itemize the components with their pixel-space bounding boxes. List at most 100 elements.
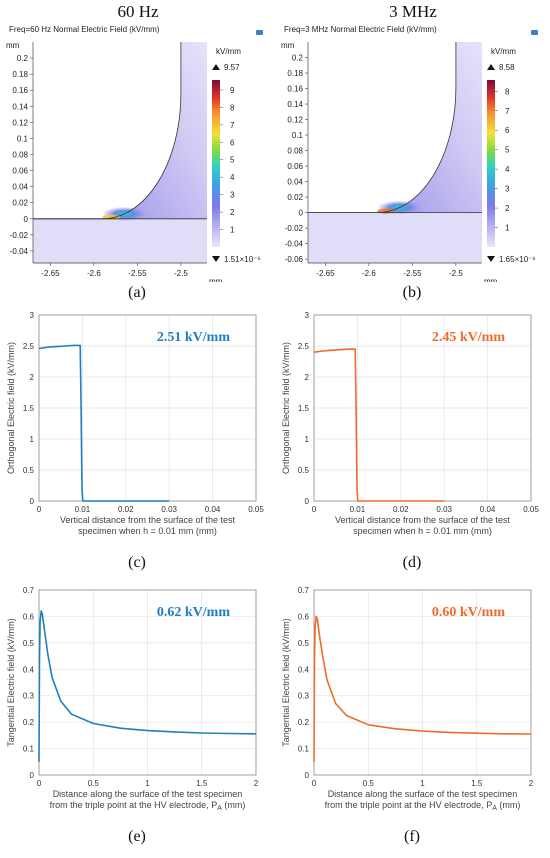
colorbar-tick-label: 6 [505,126,510,135]
x-tick-label: -2.55 [128,269,147,278]
x-tick-label: 0.5 [363,779,375,788]
dielectric-region [102,42,207,219]
colorbar [487,80,495,247]
y-tick-label: 0.12 [12,118,28,127]
x-tick-label: 1.5 [471,779,483,788]
y-tick-label: 0.1 [23,745,35,754]
y-tick-label: 0.16 [287,85,303,94]
y-tick-label: 0.2 [17,54,29,63]
y-tick-label: 0.4 [298,665,310,674]
x-axis-label: Distance along the surface of the test s… [328,789,518,799]
sublabel-c: (c) [128,554,146,571]
y-tick-label: 0 [24,215,29,224]
electrode-outline [33,42,182,220]
colorbar-unit: kV/mm [216,47,241,56]
colorbar-tick-label: 8 [505,87,510,96]
y-tick-label: 0.6 [23,612,35,621]
specimen-region [308,212,482,263]
y-tick-label: 1.5 [23,404,35,413]
y-tick-label: -0.02 [10,231,29,240]
y-axis-label: Orthogonal Electric field (kV/mm) [281,342,291,474]
y-tick-label: 0 [299,209,304,218]
colorbar-max-label: 8.58 [499,63,515,72]
y-tick-label: 0 [30,497,35,506]
camera-icon [256,30,263,35]
y-tick-label: -0.04 [285,240,304,249]
x-axis-label: Vertical distance from the surface of th… [60,515,236,525]
x-tick-label: 2 [529,779,534,788]
colorbar-tick-label: 4 [505,165,510,174]
colorbar-tick-label: 3 [230,191,235,200]
y-tick-label: 0.2 [298,718,310,727]
colorbar-tick-label: 7 [230,121,235,130]
colorbar-tick-label: 7 [505,107,510,116]
min-marker-icon [212,256,220,262]
x-axis-label-part: A [492,805,497,812]
x-tick-label: 0.05 [248,505,264,514]
y-tick-label: 0.3 [23,692,35,701]
colorbar [212,80,220,247]
colorbar-tick-label: 4 [230,173,235,182]
series-line [38,610,257,762]
tangential-field-chart-3mhz: 0 0.5 1 1.5 2 0 0.1 0.2 0.3 0.4 0.5 0.6 0.7 0.60 kV/m… [281,586,534,812]
y-tick-label: 1 [305,435,310,444]
x-tick-label: 0.5 [88,779,100,788]
y-tick-label: 0.3 [298,692,310,701]
min-marker-icon [487,256,495,262]
y-tick-label: 0.1 [292,131,304,140]
x-axis-label: Vertical distance from the surface of th… [335,515,511,525]
electrode-outline [308,42,457,213]
max-marker-icon [487,64,495,70]
field-map-60hz: Freq=60 Hz Normal Electric Field (kV/mm)… [6,25,263,282]
y-tick-label: 0.06 [287,162,303,171]
y-tick-label: 3 [30,311,35,320]
x-tick-label: 0.03 [436,505,452,514]
sublabel-b: (b) [402,284,422,301]
y-tick-label: 0.02 [12,199,28,208]
x-axis-label: Distance along the surface of the test s… [53,789,243,799]
y-tick-label: 0.14 [287,100,303,109]
sublabel-f: (f) [404,828,420,845]
orthogonal-field-chart-3mhz: 0 0.01 0.02 0.03 0.04 0.05 0 0.5 1 1.5 2 2.5 3 2.45 k… [281,311,539,536]
y-tick-label: 0.7 [23,586,35,595]
sublabel-d: (d) [402,554,422,571]
x-axis-label-part: specimen when h = 0.01 mm (mm) [78,526,217,536]
dielectric-region [377,42,482,213]
x-axis-label-part: Distance along the surface of the test s… [53,789,243,799]
x-tick-label: 1 [420,779,425,788]
tangential-field-chart-60hz: 0 0.5 1 1.5 2 0 0.1 0.2 0.3 0.4 0.5 0.6 0.7 0.62 kV/m… [6,586,259,812]
x-axis-label-part: from the triple point at the HV electrod… [325,800,493,810]
y-unit-label: mm [6,41,20,50]
field-map-title: Freq=3 MHz Normal Electric Field (kV/mm) [284,25,437,34]
y-tick-label: -0.06 [285,255,304,264]
x-tick-label: 0.02 [393,505,409,514]
x-tick-label: 0.02 [118,505,134,514]
orthogonal-field-chart-60hz: 0 0.01 0.02 0.03 0.04 0.05 0 0.5 1 1.5 2 2.5 3 2.51 k… [6,311,264,536]
colorbar-tick-label: 3 [505,185,510,194]
colorbar-max-label: 9.57 [224,63,240,72]
y-tick-label: 0.04 [12,183,28,192]
x-tick-label: -2.65 [316,269,335,278]
y-tick-label: 3 [305,311,310,320]
x-axis-label-part: A [217,805,222,812]
x-axis-label-part: specimen when h = 0.01 mm (mm) [353,526,492,536]
x-tick-label: 0.04 [480,505,496,514]
colorbar-tick-label: 2 [505,204,510,213]
y-tick-label: 2.5 [298,342,310,351]
specimen-region [33,218,207,263]
y-axis-label: Tangential Electric field (kV/mm) [281,618,291,747]
y-tick-label: 0.08 [12,151,28,160]
y-tick-label: 0.2 [23,718,35,727]
column-title-60hz: 60 Hz [117,2,159,21]
x-axis-label: specimen when h = 0.01 mm (mm) [353,526,492,536]
x-tick-label: 0.05 [523,505,539,514]
y-tick-label: 0.4 [23,665,35,674]
colorbar-tick-label: 8 [230,103,235,112]
x-unit-label: mm [484,277,498,282]
peak-annotation: 2.45 kV/mm [432,330,505,345]
colorbar-tick-label: 6 [230,138,235,147]
peak-annotation: 2.51 kV/mm [157,330,230,345]
x-axis-label-part: from the triple point at the HV electrod… [50,800,218,810]
x-axis-label-part: Vertical distance from the surface of th… [60,515,236,525]
colorbar-tick-label: 5 [505,146,510,155]
